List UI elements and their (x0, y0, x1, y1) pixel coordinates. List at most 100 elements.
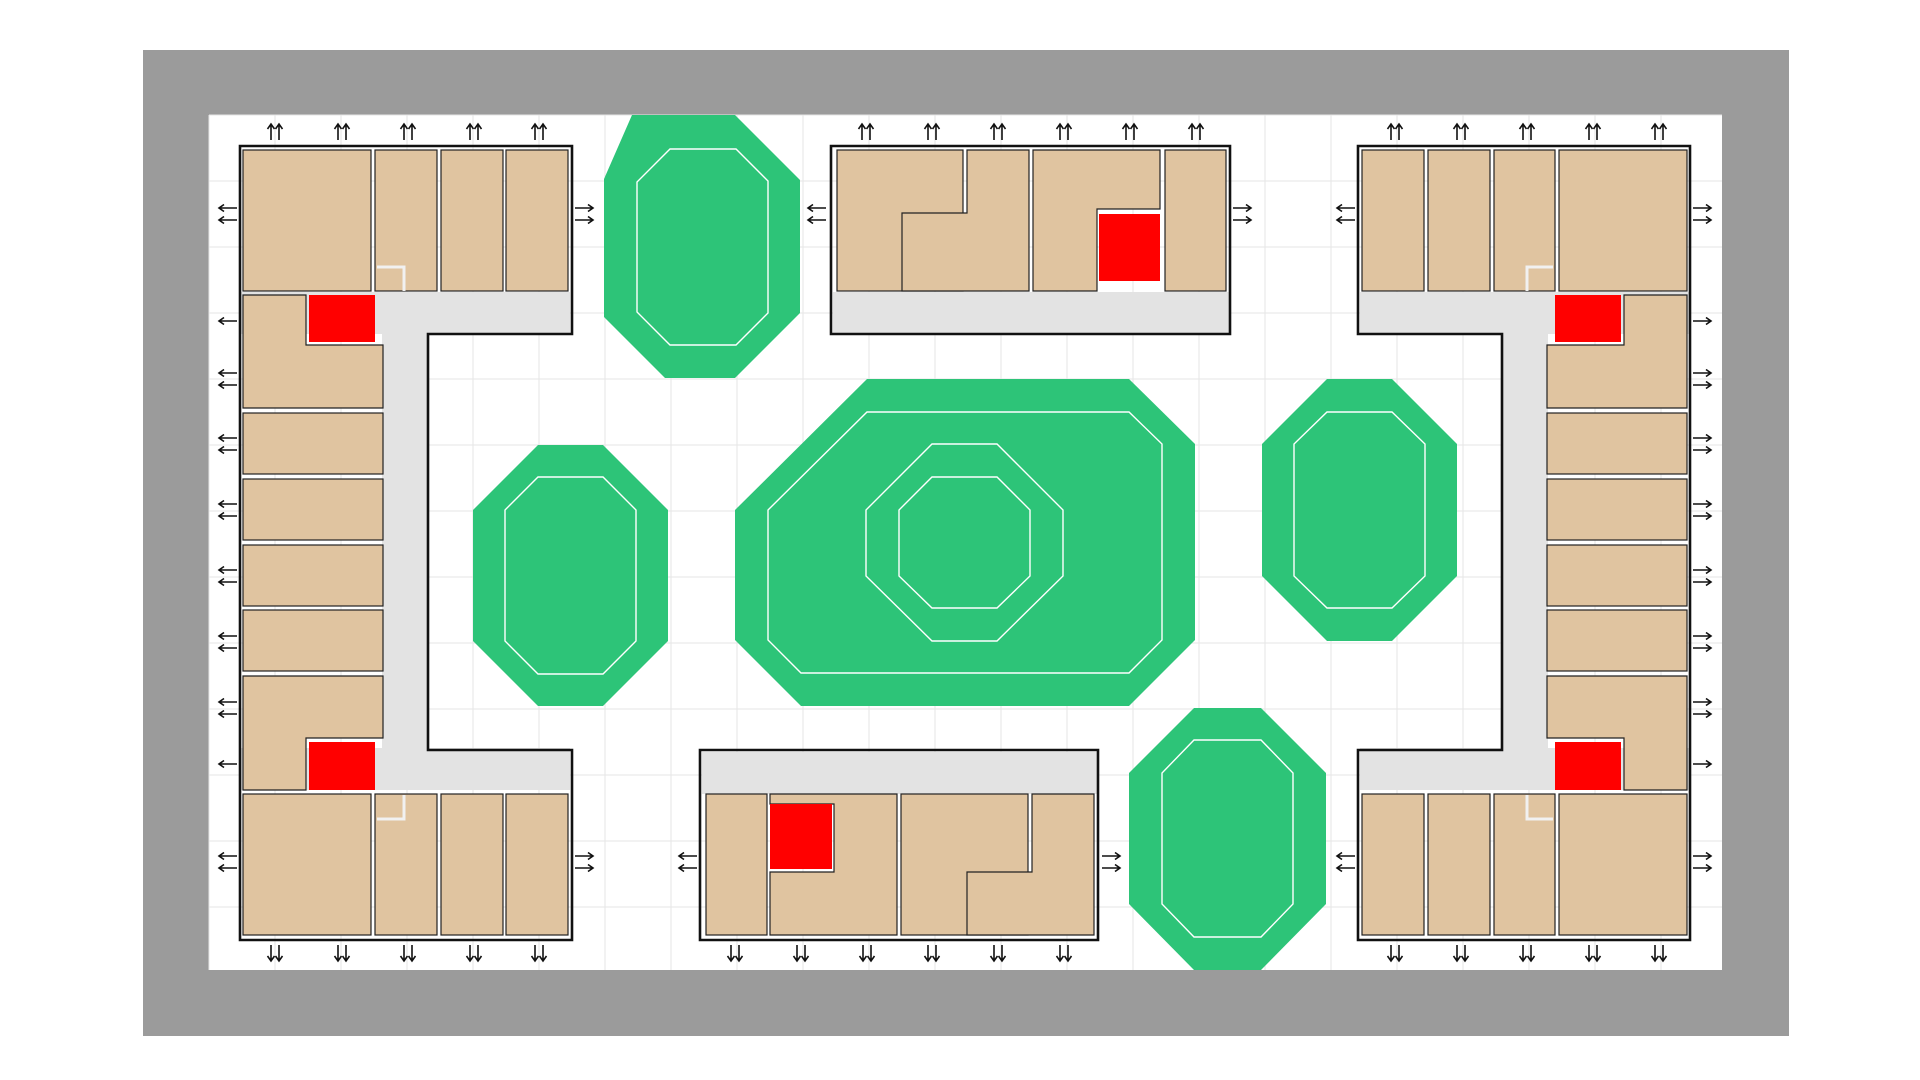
room[interactable] (705, 793, 768, 936)
door-marker (1525, 795, 1553, 821)
arrow-icon (866, 945, 876, 963)
arrow-icon (1650, 122, 1660, 140)
room[interactable] (374, 149, 438, 292)
arrow-icon (858, 945, 868, 963)
arrow-icon (1335, 203, 1355, 213)
room[interactable] (1493, 793, 1556, 936)
arrow-icon (530, 945, 540, 963)
room[interactable] (1546, 412, 1688, 475)
arrow-icon (800, 945, 810, 963)
arrow-icon (1102, 851, 1122, 861)
green-central-core (865, 443, 1064, 642)
red-square-marker (309, 295, 375, 342)
arrow-icon (575, 851, 595, 861)
arrow-icon (1063, 945, 1073, 963)
arrow-icon (217, 203, 237, 213)
arrow-icon (1693, 215, 1713, 225)
room[interactable] (242, 412, 384, 475)
room[interactable] (374, 793, 438, 936)
arrow-icon (1592, 945, 1602, 963)
red-square-marker (1555, 742, 1621, 790)
arrow-icon (1693, 851, 1713, 861)
door-marker (1525, 265, 1553, 291)
arrow-icon (726, 945, 736, 963)
arrow-icon (1693, 511, 1713, 521)
room[interactable] (440, 149, 504, 292)
room[interactable] (1546, 294, 1688, 409)
room[interactable] (1361, 149, 1425, 292)
green-central-ring (767, 411, 1163, 674)
green-bottom-right (1129, 708, 1326, 970)
arrow-icon (923, 122, 933, 140)
room[interactable] (1493, 149, 1556, 292)
arrow-icon (217, 631, 237, 641)
room[interactable] (1427, 149, 1491, 292)
arrow-icon (857, 122, 867, 140)
arrow-icon (217, 643, 237, 653)
arrow-icon (217, 759, 237, 769)
room[interactable] (440, 793, 504, 936)
arrow-icon (1335, 863, 1355, 873)
arrow-icon (1233, 203, 1253, 213)
arrow-icon (1693, 643, 1713, 653)
arrow-icon (1063, 122, 1073, 140)
arrow-icon (217, 511, 237, 521)
red-square-marker (1555, 295, 1621, 342)
room[interactable] (1558, 149, 1688, 292)
arrow-icon (1693, 565, 1713, 575)
exit-arrows (217, 122, 1713, 963)
arrow-icon (333, 945, 343, 963)
room[interactable] (901, 149, 1030, 292)
arrow-icon (465, 945, 475, 963)
bottom-center-block (698, 748, 1100, 942)
room[interactable] (505, 793, 569, 936)
room[interactable] (1164, 149, 1227, 292)
green-top-left (604, 115, 800, 378)
arrow-icon (217, 433, 237, 443)
room[interactable] (1546, 478, 1688, 541)
room[interactable] (242, 149, 372, 292)
arrow-icon (1460, 945, 1470, 963)
arrow-icon (1693, 499, 1713, 509)
top-center-wall (829, 144, 1232, 336)
room[interactable] (966, 793, 1095, 936)
room[interactable] (1361, 793, 1425, 936)
room[interactable] (1558, 793, 1688, 936)
green-right (1262, 379, 1457, 641)
arrow-icon (1592, 122, 1602, 140)
room[interactable] (242, 478, 384, 541)
right-wing-wall (1356, 144, 1692, 942)
green-right-inner (1293, 411, 1426, 609)
right-wing-block (1356, 144, 1692, 942)
arrow-icon (1386, 945, 1396, 963)
green-left (473, 445, 668, 706)
arrow-icon (792, 945, 802, 963)
room[interactable] (1032, 149, 1161, 292)
arrow-icon (1233, 215, 1253, 225)
room[interactable] (242, 294, 384, 409)
arrow-icon (677, 863, 697, 873)
arrow-icon (341, 945, 351, 963)
room[interactable] (505, 149, 569, 292)
green-left-inner (504, 476, 637, 675)
room[interactable] (1427, 793, 1491, 936)
arrow-icon (1693, 631, 1713, 641)
room[interactable] (1546, 675, 1688, 791)
arrow-icon (931, 945, 941, 963)
arrow-icon (1584, 945, 1594, 963)
room[interactable] (242, 793, 372, 936)
green-bottom-right-inner (1161, 739, 1294, 938)
room[interactable] (242, 609, 384, 672)
room[interactable] (1546, 609, 1688, 672)
arrow-icon (1394, 122, 1404, 140)
arrow-icon (1452, 945, 1462, 963)
arrow-icon (1055, 122, 1065, 140)
arrow-icon (1693, 445, 1713, 455)
room[interactable] (242, 675, 384, 791)
arrow-icon (217, 565, 237, 575)
bottom-center-wall (698, 748, 1100, 942)
room[interactable] (242, 544, 384, 607)
arrow-icon (407, 122, 417, 140)
arrow-icon (399, 945, 409, 963)
room[interactable] (1546, 544, 1688, 607)
